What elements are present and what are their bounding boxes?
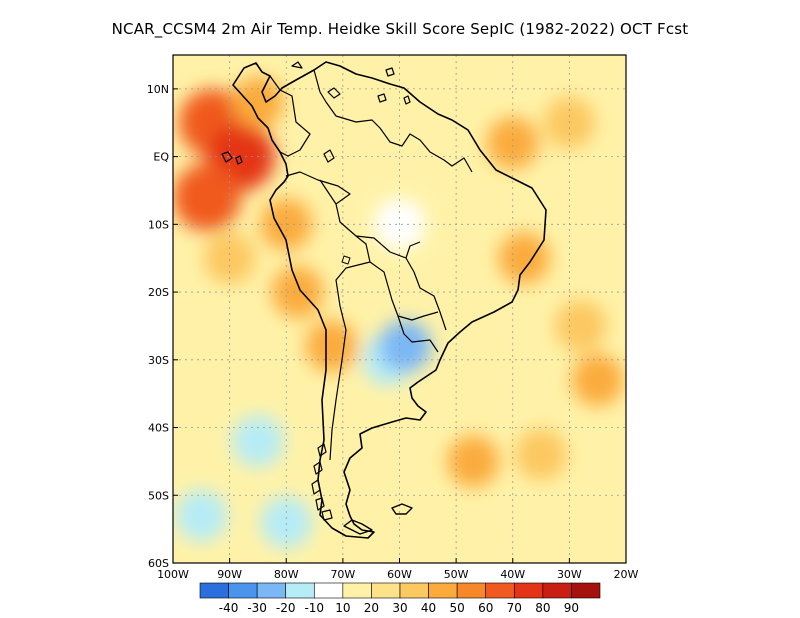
chilean-archipelago [311, 443, 333, 521]
colorbar-label: -40 [219, 601, 239, 615]
chart-title: NCAR_CCSM4 2m Air Temp. Heidke Skill Sco… [111, 20, 689, 38]
colorbar-swatch [285, 582, 315, 599]
score-region [379, 320, 432, 373]
y-tick-label: 40S [148, 422, 169, 435]
score-region [271, 266, 324, 319]
y-tick-label: 50S [148, 489, 169, 502]
score-region [571, 354, 624, 407]
country-borders [269, 69, 473, 461]
score-region [447, 435, 500, 488]
score-region [515, 428, 568, 481]
y-axis-ticks: 10N EQ 10S 20S 30S 40S 50S 60S [147, 83, 178, 570]
y-tick-label: 60S [148, 557, 169, 570]
score-region [554, 299, 607, 352]
colorbar-swatch [371, 582, 401, 599]
y-tick-label: 10N [147, 83, 169, 96]
colorbar-swatch [571, 582, 601, 599]
colorbar-label: 80 [535, 601, 550, 615]
score-region [203, 232, 256, 285]
colorbar-label: 20 [364, 601, 379, 615]
colorbar-label: 30 [392, 601, 407, 615]
colorbar-swatch [199, 582, 229, 599]
tierra-del-fuego [343, 519, 373, 535]
y-tick-label: 30S [148, 354, 169, 367]
colorbar-swatch [428, 582, 458, 599]
y-tick-label: EQ [153, 151, 169, 164]
x-tick-label: 70W [330, 568, 355, 581]
colorbar-swatch [513, 582, 544, 599]
colorbar-label: 60 [478, 601, 493, 615]
score-region [486, 117, 539, 170]
colorbar-swatch [228, 582, 258, 599]
colorbar-label: -10 [304, 601, 324, 615]
score-region [173, 163, 241, 232]
colorbar-swatch [456, 582, 487, 599]
x-tick-label: 20W [614, 568, 639, 581]
score-region [175, 489, 228, 542]
x-axis-ticks: 100W 90W 80W 70W 60W 50W 40W 30W 20W [157, 558, 639, 581]
colorbar-swatch [542, 582, 572, 599]
x-tick-label: 100W [157, 568, 189, 581]
colorbar-swatch [485, 582, 515, 599]
falkland-islands [391, 503, 413, 515]
colorbar-label: -20 [276, 601, 296, 615]
score-region [231, 415, 284, 468]
x-tick-label: 50W [444, 568, 469, 581]
score-region [260, 496, 313, 549]
lake-titicaca [341, 255, 351, 265]
y-tick-label: 10S [148, 218, 169, 231]
colorbar-swatch [342, 582, 372, 599]
coastlines [221, 61, 547, 539]
score-region [231, 76, 284, 129]
colorbar: -40 -30 -20 -10 10 20 30 40 50 60 70 80 90 [199, 582, 601, 615]
score-region [498, 232, 551, 285]
colorbar-label: 10 [335, 601, 350, 615]
x-tick-label: 60W [387, 568, 412, 581]
x-tick-label: 90W [217, 568, 242, 581]
colorbar-label: 40 [421, 601, 436, 615]
colorbar-swatch [313, 582, 344, 599]
colorbar-swatch [256, 582, 287, 599]
x-tick-label: 30W [557, 568, 582, 581]
colorbar-label: 50 [450, 601, 465, 615]
y-tick-label: 20S [148, 286, 169, 299]
gridlines [173, 55, 626, 563]
colorbar-label: 70 [507, 601, 522, 615]
score-region [305, 320, 358, 373]
galapagos-islands [221, 151, 243, 165]
south-america-coastline [232, 61, 547, 539]
colorbar-swatch [399, 582, 429, 599]
caribbean-islands [291, 61, 411, 163]
colorbar-label: 90 [564, 601, 579, 615]
x-tick-label: 40W [500, 568, 525, 581]
x-tick-label: 80W [274, 568, 299, 581]
colorbar-label: -30 [247, 601, 267, 615]
